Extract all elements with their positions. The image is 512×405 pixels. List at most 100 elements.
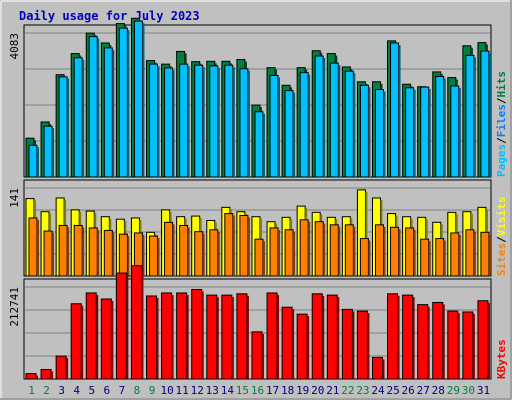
bar-sites-day-25-shadow (398, 229, 401, 276)
bar-files-day-14-fill (224, 64, 234, 178)
bar-kbytes-day-30 (462, 311, 475, 380)
bar-files-day-23 (359, 84, 371, 178)
bar-files-day-23-shadow (368, 87, 371, 177)
bar-sites-day-12-fill (194, 231, 204, 277)
bar-kbytes-day-17-fill (266, 292, 278, 380)
bar-files-day-19 (299, 72, 311, 178)
panel-kbytes: 212741 KBytes (8, 265, 508, 380)
x-tick-label: 8 (134, 384, 141, 397)
bar-files-day-2 (43, 125, 55, 178)
bar-sites-day-26 (405, 227, 416, 277)
bar-sites-day-17 (269, 227, 281, 277)
x-tick-label: 17 (266, 384, 279, 397)
bar-files-day-30-fill (465, 54, 475, 178)
legend-item: / (495, 97, 508, 104)
bar-sites-day-27-shadow (428, 241, 431, 276)
bar-sites-day-22-fill (344, 224, 354, 277)
legend-item: / (495, 236, 508, 243)
bar-kbytes-day-14-shadow (231, 297, 234, 379)
bar-files-day-14 (224, 64, 235, 178)
bar-files-day-22-shadow (353, 73, 356, 177)
x-tick-label: 11 (176, 384, 189, 397)
x-tick-label: 7 (119, 384, 126, 397)
bar-files-day-25-fill (390, 42, 400, 178)
bar-kbytes-day-9-fill (146, 295, 158, 380)
bar-sites-day-29-shadow (458, 234, 461, 276)
panel-visits_sites: 141 Sites/Visits (8, 179, 508, 277)
chart-panels: 4083Pages/Files/Hits141Sites/Visits21274… (8, 17, 508, 380)
bar-sites-day-2-fill (43, 230, 53, 277)
bar-sites-day-6-shadow (112, 232, 115, 276)
bar-files-day-7 (118, 27, 130, 178)
bar-sites-day-31-fill (480, 231, 490, 277)
legend-item: Visits (495, 197, 508, 237)
bar-kbytes-day-5-fill (85, 292, 97, 380)
bar-files-day-15-shadow (247, 70, 250, 177)
bar-sites-day-16 (254, 238, 265, 277)
bar-sites-day-11-shadow (187, 227, 190, 276)
bar-kbytes-day-16 (251, 331, 264, 380)
bar-kbytes-day-11 (176, 292, 189, 380)
bar-kbytes-day-11-shadow (186, 294, 189, 379)
bar-sites-day-1-shadow (37, 219, 39, 276)
bar-kbytes-day-7-shadow (126, 275, 129, 379)
bar-files-day-12-fill (194, 64, 204, 178)
bar-sites-day-19-fill (299, 219, 309, 277)
bar-sites-day-4-fill (73, 224, 83, 277)
bar-sites-day-25 (390, 226, 401, 277)
x-tick-label: 13 (206, 384, 219, 397)
bar-kbytes-day-26 (402, 294, 415, 380)
x-tick-label: 30 (462, 384, 475, 397)
bar-kbytes-day-14 (221, 294, 234, 380)
bar-sites-day-21 (329, 224, 341, 277)
bar-files-day-29 (450, 85, 461, 178)
bar-files-day-31 (480, 50, 491, 178)
bar-files-day-15-fill (239, 68, 249, 178)
bar-sites-day-4-shadow (82, 227, 85, 276)
bar-kbytes-day-2-shadow (51, 371, 54, 379)
bar-sites-day-28 (435, 238, 446, 277)
bar-sites-day-5-fill (88, 227, 98, 277)
bar-sites-day-6 (103, 229, 115, 277)
bar-sites-day-19 (299, 219, 311, 277)
bar-files-day-18-fill (284, 90, 294, 178)
bar-kbytes-day-22 (341, 308, 355, 380)
bar-sites-day-24-fill (374, 224, 384, 277)
bar-visits-day-23-shadow (365, 191, 368, 276)
bar-files-day-31-fill (480, 50, 490, 178)
bar-kbytes-day-27-fill (417, 304, 429, 380)
bar-files-day-28 (435, 75, 446, 178)
bar-sites-day-22-shadow (353, 226, 356, 276)
bar-kbytes-day-12-fill (191, 288, 203, 380)
bar-sites-day-26-fill (405, 227, 415, 277)
series-bars (25, 265, 490, 380)
bar-sites-day-17-fill (269, 227, 279, 277)
bar-files-day-10-shadow (172, 70, 175, 177)
bar-kbytes-day-28-shadow (442, 304, 445, 379)
bar-kbytes-day-19 (296, 313, 310, 380)
bar-files-day-21-fill (329, 62, 339, 178)
bar-kbytes-day-20 (311, 293, 325, 380)
bar-files-day-19-fill (299, 72, 309, 178)
x-tick-label: 31 (477, 384, 490, 397)
bar-kbytes-day-16-fill (251, 331, 263, 380)
bar-kbytes-day-8 (130, 265, 144, 380)
x-tick-label: 29 (447, 384, 460, 397)
bar-kbytes-day-10 (161, 292, 174, 380)
bar-sites-day-20-fill (314, 221, 324, 277)
legend-hits_files_pages: Pages/Files/Hits (495, 71, 508, 177)
bar-kbytes-day-11-fill (176, 292, 188, 380)
bar-sites-day-3-shadow (67, 227, 70, 276)
legend-item: KBytes (495, 339, 508, 379)
bar-files-day-16-shadow (262, 113, 265, 177)
bar-kbytes-day-13-fill (206, 294, 218, 380)
bar-files-day-12 (194, 64, 205, 178)
bar-kbytes-day-17-shadow (277, 294, 280, 379)
bar-kbytes-day-9-shadow (156, 297, 159, 379)
bar-files-day-6 (103, 47, 115, 178)
bar-sites-day-17-shadow (278, 229, 281, 276)
bar-kbytes-day-12-shadow (201, 291, 204, 379)
bar-files-day-30 (465, 54, 476, 178)
bar-files-day-16-fill (254, 111, 264, 178)
